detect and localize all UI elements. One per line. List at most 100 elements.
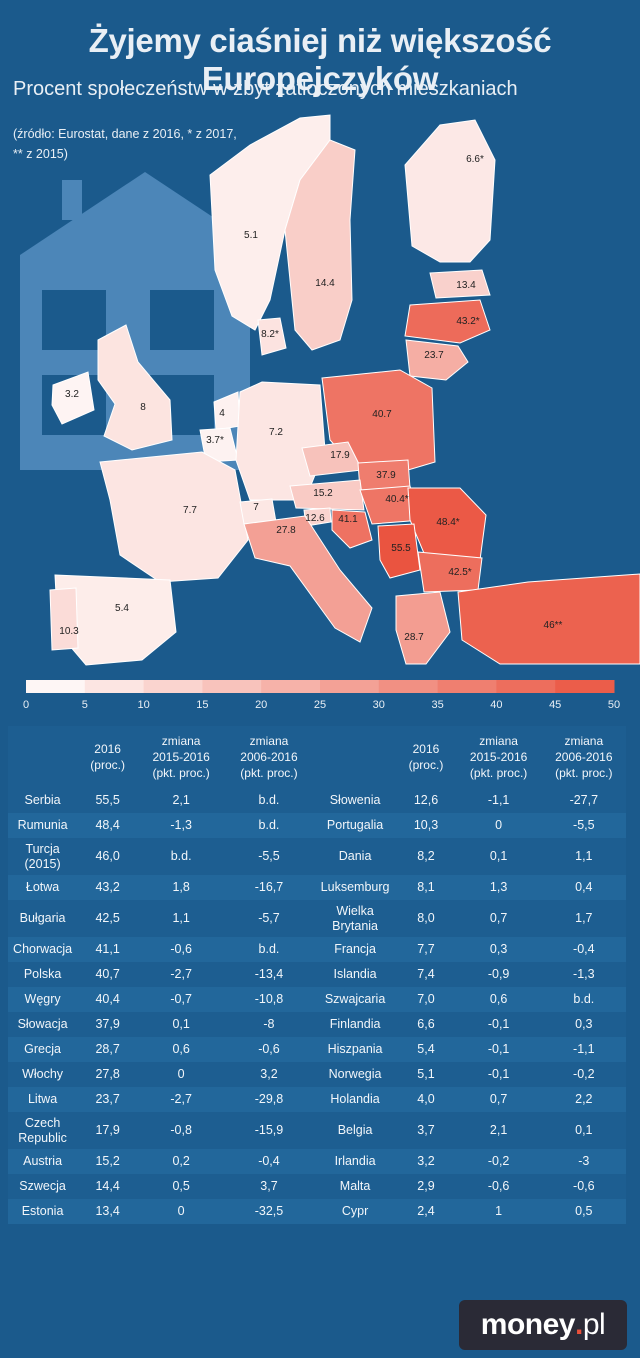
page-title: Żyjemy ciaśniej niż większość Europejczy… bbox=[88, 22, 552, 97]
country-germany bbox=[235, 381, 326, 501]
cell-left-value-2016: 13,4 bbox=[77, 1199, 139, 1224]
cell-right-value-2016: 5,4 bbox=[396, 1037, 456, 1062]
table-header-row: 2016 (proc.) zmiana 2015-2016 (pkt. proc.) … bbox=[8, 726, 626, 788]
value-label-italy: 27.8 bbox=[276, 525, 296, 536]
country-shapes bbox=[49, 114, 640, 666]
cell-right-change-10y: -0,4 bbox=[541, 937, 626, 962]
cell-left-country: Serbia bbox=[8, 788, 78, 813]
scale-segment bbox=[378, 680, 439, 693]
cell-right-change-1y: -1,1 bbox=[455, 788, 542, 813]
page-subtitle: Procent społeczeństw w zbyt zatłoczonych… bbox=[13, 78, 518, 100]
cell-right-country: Portugalia bbox=[313, 813, 397, 838]
cell-right-change-1y: -0,1 bbox=[455, 1062, 542, 1087]
cell-left-value-2016: 17,9 bbox=[77, 1112, 139, 1149]
cell-left-value-2016: 48,4 bbox=[77, 813, 139, 838]
cell-left-change-1y: -0,8 bbox=[138, 1112, 225, 1149]
col-header-2016-left: 2016 (proc.) bbox=[77, 726, 139, 788]
cell-right-country: Cypr bbox=[313, 1199, 397, 1224]
cell-right-change-10y: 1,1 bbox=[541, 838, 626, 875]
country-turkey bbox=[457, 573, 640, 665]
country-finland bbox=[404, 119, 496, 263]
cell-left-value-2016: 41,1 bbox=[77, 937, 139, 962]
scale-tick-label: 25 bbox=[314, 699, 326, 711]
col-header-country-right bbox=[313, 726, 397, 788]
col-header-change-10y-left: zmiana 2006-2016 (pkt. proc.) bbox=[224, 726, 314, 788]
cell-right-change-10y: -0,2 bbox=[541, 1062, 626, 1087]
table-row: Chorwacja 41,1 -0,6 b.d. Francja 7,7 0,3 -0,4 bbox=[8, 937, 626, 962]
cell-left-change-1y: -2,7 bbox=[138, 962, 225, 987]
cell-left-country: Węgry bbox=[8, 987, 78, 1012]
cell-right-value-2016: 7,7 bbox=[396, 937, 456, 962]
scale-tick-label: 50 bbox=[608, 699, 620, 711]
country-serbia bbox=[377, 523, 421, 579]
value-label-turkey: 46** bbox=[544, 620, 563, 631]
value-label-serbia: 55.5 bbox=[391, 543, 411, 554]
cell-left-change-1y: 0 bbox=[138, 1062, 225, 1087]
cell-right-country: Francja bbox=[313, 937, 397, 962]
cell-right-change-10y: b.d. bbox=[541, 987, 626, 1012]
country-estonia bbox=[429, 269, 491, 299]
country-denmark bbox=[257, 317, 287, 356]
country-greece bbox=[395, 591, 451, 665]
cell-right-value-2016: 3,7 bbox=[396, 1112, 456, 1149]
cell-right-country: Belgia bbox=[313, 1112, 397, 1149]
col-header-change-1y-right: zmiana 2015-2016 (pkt. proc.) bbox=[455, 726, 542, 788]
cell-right-value-2016: 8,1 bbox=[396, 875, 456, 900]
cell-left-value-2016: 55,5 bbox=[77, 788, 139, 813]
scale-tick-label: 5 bbox=[82, 699, 88, 711]
cell-right-country: Hiszpania bbox=[313, 1037, 397, 1062]
cell-right-change-1y: 0,3 bbox=[455, 937, 542, 962]
cell-right-country: Szwajcaria bbox=[313, 987, 397, 1012]
col-header-change-10y-right: zmiana 2006-2016 (pkt. proc.) bbox=[541, 726, 626, 788]
value-label-france: 7.7 bbox=[183, 505, 197, 516]
cell-right-value-2016: 8,0 bbox=[396, 900, 456, 937]
scale-tick-label: 0 bbox=[23, 699, 29, 711]
cell-left-change-10y: b.d. bbox=[224, 788, 314, 813]
cell-right-change-10y: 0,1 bbox=[541, 1112, 626, 1149]
logo-dot: . bbox=[575, 1308, 583, 1341]
value-label-ireland: 3.2 bbox=[65, 389, 79, 400]
house-window bbox=[42, 290, 106, 350]
cell-right-country: Malta bbox=[313, 1174, 397, 1199]
cell-left-change-10y: -5,7 bbox=[224, 900, 314, 937]
value-label-belgium: 3.7* bbox=[206, 435, 224, 446]
logo-tld: pl bbox=[582, 1308, 606, 1341]
country-croatia bbox=[331, 509, 373, 549]
money-pl-logo: money. pl bbox=[459, 1300, 627, 1350]
cell-left-change-1y: 0 bbox=[138, 1199, 225, 1224]
cell-left-change-1y: -2,7 bbox=[138, 1087, 225, 1112]
cell-left-country: Austria bbox=[8, 1149, 78, 1174]
cell-right-value-2016: 12,6 bbox=[396, 788, 456, 813]
cell-right-country: Luksemburg bbox=[313, 875, 397, 900]
value-label-denmark: 8.2* bbox=[261, 329, 279, 340]
cell-left-value-2016: 23,7 bbox=[77, 1087, 139, 1112]
cell-right-change-1y: 0,6 bbox=[455, 987, 542, 1012]
table-row: Polska 40,7 -2,7 -13,4 Islandia 7,4 -0,9 -1,3 bbox=[8, 962, 626, 987]
cell-left-change-10y: -5,5 bbox=[224, 838, 314, 875]
value-label-portugal: 10.3 bbox=[59, 626, 79, 637]
scale-segment bbox=[320, 680, 380, 693]
value-label-slovenia: 12.6 bbox=[305, 513, 325, 524]
table-row: Czech Republic 17,9 -0,8 -15,9 Belgia 3,7 2,1 0,… bbox=[8, 1112, 626, 1149]
cell-right-value-2016: 4,0 bbox=[396, 1087, 456, 1112]
cell-right-value-2016: 7,0 bbox=[396, 987, 456, 1012]
cell-right-value-2016: 8,2 bbox=[396, 838, 456, 875]
scale-tick-label: 30 bbox=[373, 699, 385, 711]
cell-left-change-1y: 0,2 bbox=[138, 1149, 225, 1174]
cell-right-change-10y: -1,3 bbox=[541, 962, 626, 987]
cell-right-country: Norwegia bbox=[313, 1062, 397, 1087]
cell-left-value-2016: 43,2 bbox=[77, 875, 139, 900]
value-label-norway: 5.1 bbox=[244, 230, 258, 241]
value-label-spain: 5.4 bbox=[115, 603, 129, 614]
cell-right-value-2016: 7,4 bbox=[396, 962, 456, 987]
value-label-slovakia: 37.9 bbox=[376, 470, 396, 481]
table-row: Słowacja 37,9 0,1 -8 Finlandia 6,6 -0,1 0,3 bbox=[8, 1012, 626, 1037]
cell-right-change-1y: 0 bbox=[455, 813, 542, 838]
scale-segment bbox=[261, 680, 321, 693]
cell-left-value-2016: 15,2 bbox=[77, 1149, 139, 1174]
cell-left-change-10y: -8 bbox=[224, 1012, 314, 1037]
cell-right-change-1y: -0,1 bbox=[455, 1012, 542, 1037]
value-label-estonia: 13.4 bbox=[456, 280, 476, 291]
cell-right-change-10y: 2,2 bbox=[541, 1087, 626, 1112]
col-header-country-left bbox=[8, 726, 78, 788]
